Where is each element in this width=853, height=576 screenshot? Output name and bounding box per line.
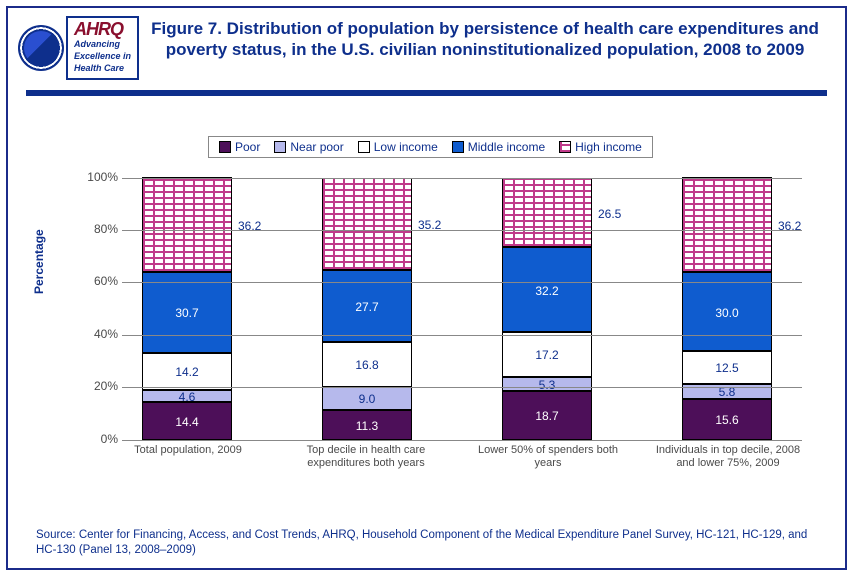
bar-value-label: 14.2	[142, 365, 232, 379]
bar-value-label: 5.3	[502, 378, 592, 392]
bar-value-label: 15.6	[682, 413, 772, 427]
y-tick-label: 100%	[80, 170, 118, 184]
bar-value-label: 16.8	[322, 358, 412, 372]
bar-value-label: 14.4	[142, 415, 232, 429]
swatch-near-icon	[274, 141, 286, 153]
legend-item-low: Low income	[358, 140, 438, 154]
y-axis-label: Percentage	[32, 229, 46, 294]
hhs-seal-icon	[18, 25, 64, 71]
source-note: Source: Center for Financing, Access, an…	[36, 528, 817, 558]
legend-label-low: Low income	[374, 140, 438, 154]
y-tick-label: 20%	[80, 379, 118, 393]
legend: Poor Near poor Low income Middle income …	[208, 136, 653, 158]
legend-label-mid: Middle income	[468, 140, 545, 154]
bar-value-label: 30.7	[142, 306, 232, 320]
category-label: Total population, 2009	[108, 444, 268, 457]
swatch-high-icon	[559, 141, 571, 153]
gridline	[122, 230, 802, 231]
header-divider	[26, 90, 827, 96]
legend-item-high: High income	[559, 140, 642, 154]
legend-label-near: Near poor	[290, 140, 343, 154]
swatch-mid-icon	[452, 141, 464, 153]
legend-item-mid: Middle income	[452, 140, 545, 154]
ahrq-tagline-3: Health Care	[74, 64, 131, 74]
legend-item-near: Near poor	[274, 140, 343, 154]
bar-segment-high	[682, 177, 772, 272]
gridline	[122, 335, 802, 336]
ahrq-tagline-1: Advancing	[74, 40, 131, 50]
gridline	[122, 440, 802, 441]
ahrq-tagline-2: Excellence in	[74, 52, 131, 62]
ahrq-wordmark: AHRQ	[74, 20, 131, 38]
legend-label-high: High income	[575, 140, 642, 154]
bar-value-label: 18.7	[502, 409, 592, 423]
y-tick-label: 40%	[80, 327, 118, 341]
ahrq-logo: AHRQ Advancing Excellence in Health Care	[66, 16, 139, 80]
bar-value-label: 30.0	[682, 306, 772, 320]
category-label: Lower 50% of spenders both years	[468, 444, 628, 470]
bar-value-label: 12.5	[682, 361, 772, 375]
category-label: Individuals in top decile, 2008 and lowe…	[648, 444, 808, 470]
bar-value-label: 26.5	[598, 207, 621, 221]
figure-frame: AHRQ Advancing Excellence in Health Care…	[6, 6, 847, 570]
logo-block: AHRQ Advancing Excellence in Health Care	[18, 16, 139, 80]
bar-segment-high	[142, 177, 232, 272]
legend-item-poor: Poor	[219, 140, 260, 154]
bar-value-label: 17.2	[502, 348, 592, 362]
y-tick-label: 60%	[80, 274, 118, 288]
bar-segment-high	[502, 178, 592, 247]
chart-zone: Poor Near poor Low income Middle income …	[68, 114, 813, 524]
gridline	[122, 387, 802, 388]
y-tick-label: 80%	[80, 222, 118, 236]
category-label: Top decile in health care expenditures b…	[286, 444, 446, 470]
plot-area: 14.44.614.230.736.211.39.016.827.735.218…	[122, 178, 802, 440]
legend-label-poor: Poor	[235, 140, 260, 154]
bar-value-label: 32.2	[502, 284, 592, 298]
swatch-low-icon	[358, 141, 370, 153]
bar-segment-high	[322, 178, 412, 270]
bar-value-label: 27.7	[322, 300, 412, 314]
bar-value-label: 11.3	[322, 419, 412, 433]
header: AHRQ Advancing Excellence in Health Care…	[8, 8, 845, 86]
bar-value-label: 4.6	[142, 390, 232, 404]
swatch-poor-icon	[219, 141, 231, 153]
figure-title: Figure 7. Distribution of population by …	[151, 16, 827, 61]
gridline	[122, 282, 802, 283]
bar-value-label: 9.0	[322, 392, 412, 406]
gridline	[122, 178, 802, 179]
